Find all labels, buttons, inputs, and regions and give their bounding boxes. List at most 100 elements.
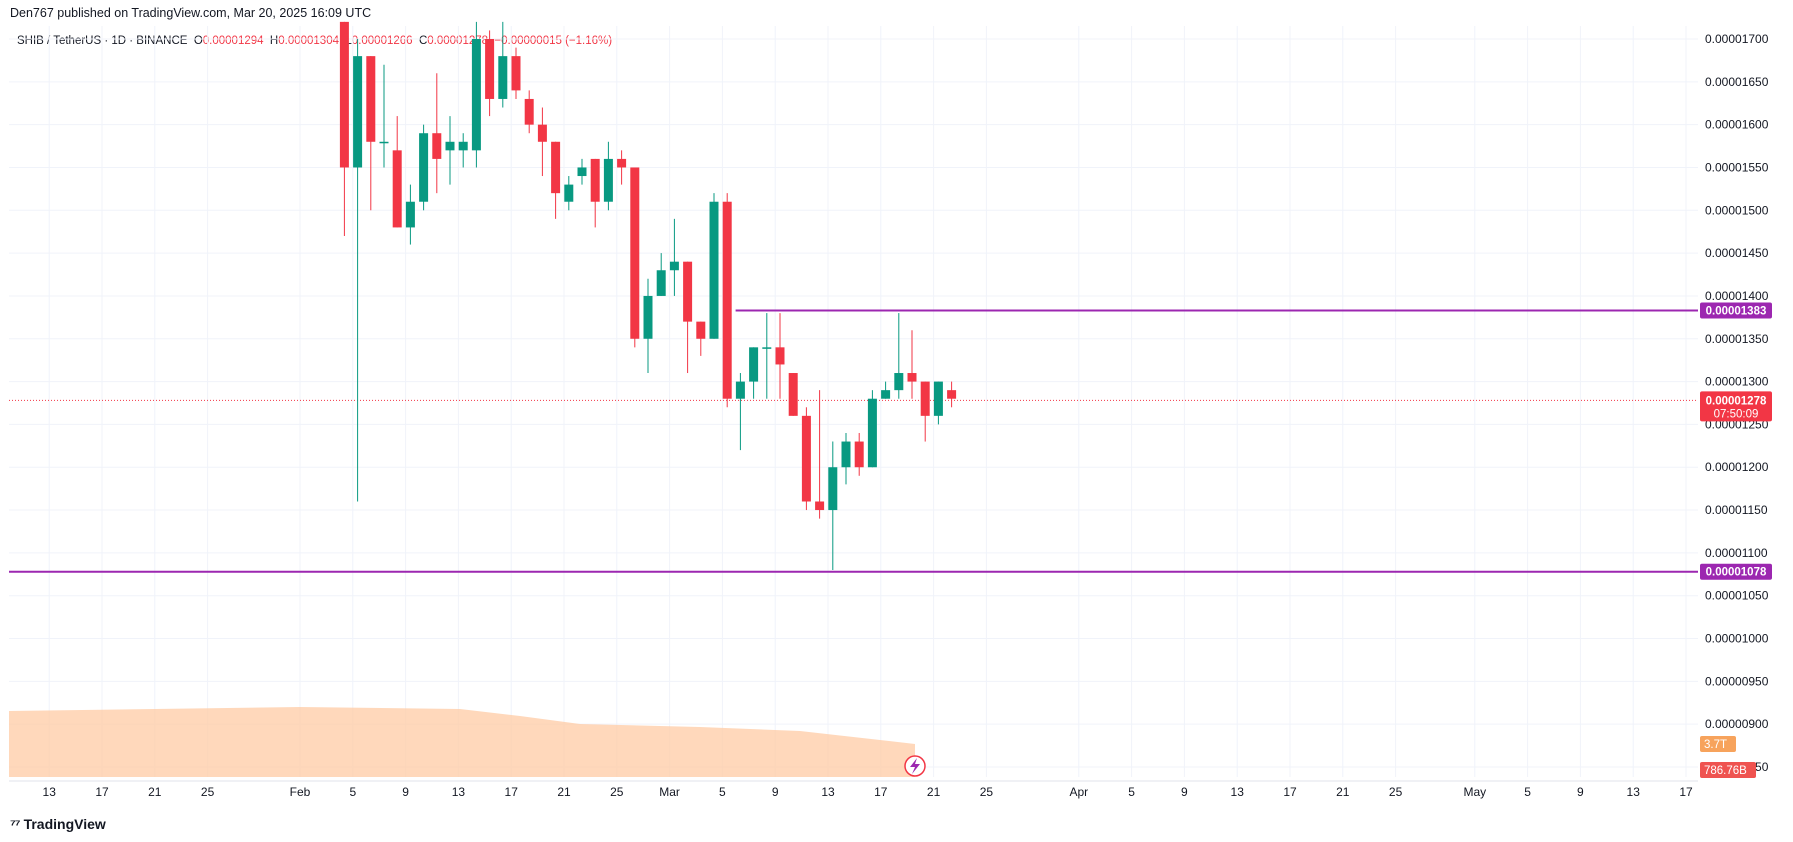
y-tick-label: 0.00001700: [1705, 32, 1769, 46]
y-tick-label: 0.00001400: [1705, 289, 1769, 303]
candle: [683, 261, 693, 374]
candle-body: [762, 347, 772, 349]
candle-body: [524, 98, 534, 125]
candle-body: [405, 201, 415, 228]
candle-body: [630, 167, 640, 339]
candle-body: [683, 261, 693, 322]
publish-line: Den767 published on TradingView.com, Mar…: [10, 6, 372, 20]
candle-body: [590, 158, 600, 202]
candle-body: [564, 184, 574, 202]
candle: [498, 21, 508, 108]
y-tick-label: 0.00001100: [1705, 546, 1768, 560]
x-tick-label: 21: [927, 785, 941, 799]
candle-body: [353, 56, 363, 168]
candle-body: [656, 270, 666, 296]
candle: [841, 432, 851, 485]
level-badge-label: 0.00001078: [1706, 567, 1767, 579]
candle: [788, 373, 798, 416]
x-tick-label: 13: [1627, 785, 1641, 799]
level-badge: [1700, 302, 1772, 319]
x-tick-label: 21: [148, 785, 162, 799]
volume-badge-label: 3.7T: [1704, 739, 1727, 751]
candle-body: [696, 321, 706, 339]
candle-body: [379, 141, 389, 144]
candle-body: [841, 441, 851, 468]
candle: [577, 158, 587, 185]
y-tick-label: 0.00000950: [1705, 674, 1769, 688]
candle-body: [603, 158, 613, 202]
candle-body: [907, 373, 917, 382]
candle: [947, 381, 957, 408]
candle: [630, 167, 640, 348]
candle-body: [537, 124, 547, 142]
x-tick-label: 9: [402, 785, 409, 799]
candle-body: [485, 39, 495, 99]
candle: [867, 390, 877, 468]
x-tick-label: 9: [772, 785, 779, 799]
candle-body: [458, 141, 468, 151]
candle-body: [366, 56, 376, 142]
candle: [762, 313, 772, 399]
volume-badge-label: 786.76B: [1704, 765, 1747, 777]
candle: [801, 407, 811, 511]
time-axis[interactable]: 9 13 17 21 25 Feb 5 9 13 17 21 25 Mar 5 9 13 17 21 25 Apr 5 9…: [0, 780, 1698, 799]
candle: [432, 73, 442, 194]
candle: [656, 253, 666, 296]
x-tick-label: 21: [557, 785, 571, 799]
candle-body: [815, 501, 825, 511]
candle-body: [722, 201, 732, 399]
candle: [735, 373, 745, 451]
brand-label: TradingView: [23, 816, 106, 832]
candle-body: [735, 381, 745, 399]
lightning-icon[interactable]: [904, 755, 926, 777]
x-tick-label: 5: [1128, 785, 1135, 799]
price-axis[interactable]: 0.00001700 0.00001650 0.00001600 0.00001550…: [1705, 32, 1769, 774]
candle: [392, 116, 402, 228]
tradingview-logo[interactable]: ⁷⁷ TradingView: [10, 816, 106, 832]
y-tick-label: 0.00001550: [1705, 160, 1769, 174]
candle: [564, 176, 574, 211]
close-label: C: [418, 35, 428, 47]
x-tick-label: 5: [1524, 785, 1531, 799]
candle-body: [471, 39, 481, 151]
candle: [894, 313, 904, 399]
candle-body: [881, 390, 891, 399]
x-tick-label: 9: [1577, 785, 1584, 799]
levels: [9, 309, 1698, 573]
high-value: 0.00001304: [278, 35, 339, 47]
candle-body: [854, 441, 864, 468]
candle-body: [577, 167, 587, 177]
x-tick-label: 17: [874, 785, 888, 799]
y-tick-label: 0.00001450: [1705, 246, 1769, 260]
y-tick-label: 0.00000900: [1705, 717, 1769, 731]
candle: [511, 47, 521, 99]
candle: [920, 381, 930, 442]
candle: [524, 90, 534, 134]
candle-body: [920, 381, 930, 416]
candle-body: [551, 141, 561, 194]
high-label: H: [269, 35, 279, 47]
candle-body: [709, 201, 719, 339]
last-price-badge: [1700, 391, 1772, 422]
candle: [339, 21, 349, 236]
x-tick-label: 13: [452, 785, 466, 799]
candle-body: [669, 261, 679, 271]
grid: [9, 26, 1698, 777]
candle: [590, 158, 600, 228]
candle: [933, 381, 943, 425]
candle: [907, 330, 917, 399]
candle: [617, 150, 627, 185]
y-tick-label: 0.00001500: [1705, 203, 1769, 217]
x-tick-label: 13: [821, 785, 835, 799]
volume-badge: [1700, 736, 1736, 752]
candle-body: [617, 158, 627, 168]
candle: [643, 278, 653, 374]
y-tick-label: 0.00001650: [1705, 75, 1769, 89]
candle-body: [498, 56, 508, 99]
low-value: 0.00001266: [351, 35, 413, 47]
candle-body: [419, 133, 429, 202]
x-tick-label: 25: [610, 785, 624, 799]
y-tick-label: 0.00001200: [1705, 460, 1769, 474]
